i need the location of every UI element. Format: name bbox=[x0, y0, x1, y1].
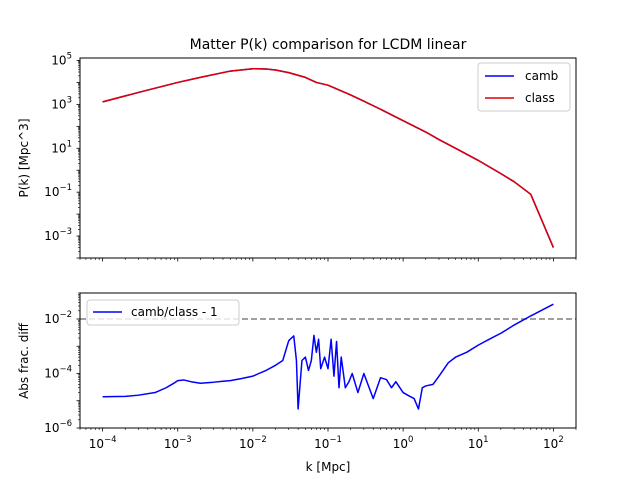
y-tick-exponent: −4 bbox=[59, 365, 72, 375]
top-y-tick-label: 10−3 bbox=[44, 227, 72, 243]
x-tick-label: 10−3 bbox=[164, 435, 192, 451]
top-series-lines bbox=[102, 68, 555, 248]
bottom-y-tick-label: 10−6 bbox=[44, 419, 72, 435]
top-y-tick-label: 10−1 bbox=[44, 183, 72, 199]
y-tick-exponent: 5 bbox=[67, 52, 72, 62]
x-tick-label: 10−2 bbox=[239, 435, 267, 451]
x-tick-exponent: −1 bbox=[329, 435, 342, 445]
x-tick-exponent: −4 bbox=[104, 435, 117, 445]
top-y-axis-label: P(k) [Mpc^3] bbox=[17, 119, 31, 198]
y-tick-exponent: −3 bbox=[59, 227, 72, 237]
x-tick-base: 10 bbox=[468, 437, 483, 451]
top-legend-box bbox=[477, 62, 571, 112]
bottom-series-line-camb-class-1 bbox=[102, 303, 554, 410]
top-y-tick-label: 105 bbox=[51, 52, 72, 68]
top-axes-frame bbox=[79, 57, 577, 259]
y-tick-base: 10 bbox=[44, 367, 59, 381]
top-legend: camb class bbox=[477, 62, 571, 112]
x-tick-exponent: −2 bbox=[254, 435, 267, 445]
x-tick-label: 102 bbox=[543, 435, 564, 451]
x-tick-base: 10 bbox=[239, 437, 254, 451]
x-tick-label: 10−4 bbox=[89, 435, 117, 451]
y-tick-exponent: 1 bbox=[67, 139, 72, 149]
legend-label-class: class bbox=[525, 91, 555, 105]
y-tick-exponent: 3 bbox=[67, 95, 72, 105]
x-tick-base: 10 bbox=[393, 437, 408, 451]
y-tick-base: 10 bbox=[51, 97, 66, 111]
x-tick-base: 10 bbox=[314, 437, 329, 451]
y-tick-base: 10 bbox=[44, 185, 59, 199]
x-tick-label: 100 bbox=[393, 435, 414, 451]
bottom-y-tick-label: 10−2 bbox=[44, 310, 72, 326]
y-tick-base: 10 bbox=[44, 229, 59, 243]
x-tick-exponent: 0 bbox=[408, 435, 413, 445]
x-tick-label: 101 bbox=[468, 435, 489, 451]
x-tick-base: 10 bbox=[164, 437, 179, 451]
y-tick-base: 10 bbox=[44, 312, 59, 326]
bottom-y-axis-label: Abs frac. diff bbox=[17, 322, 31, 399]
x-tick-label: 10−1 bbox=[314, 435, 342, 451]
bottom-x-axis-label: k [Mpc] bbox=[306, 460, 351, 474]
legend-label-ratio: camb/class - 1 bbox=[131, 305, 218, 319]
x-tick-exponent: 2 bbox=[558, 435, 563, 445]
x-tick-base: 10 bbox=[543, 437, 558, 451]
bottom-legend: camb/class - 1 bbox=[86, 299, 240, 326]
y-tick-exponent: −6 bbox=[59, 419, 72, 429]
bottom-legend-box bbox=[86, 299, 240, 326]
top-series-line-class bbox=[102, 68, 555, 248]
y-tick-base: 10 bbox=[51, 141, 66, 155]
bottom-series-lines bbox=[102, 303, 554, 410]
top-y-tick-label: 101 bbox=[51, 139, 72, 155]
x-tick-exponent: −3 bbox=[179, 435, 192, 445]
y-tick-exponent: −1 bbox=[59, 183, 72, 193]
y-tick-exponent: −2 bbox=[59, 310, 72, 320]
legend-label-camb: camb bbox=[525, 69, 558, 83]
bottom-axes-frame bbox=[79, 292, 577, 429]
top-chart-title: Matter P(k) comparison for LCDM linear bbox=[190, 37, 467, 53]
bottom-y-tick-label: 10−4 bbox=[44, 365, 72, 381]
y-tick-base: 10 bbox=[44, 421, 59, 435]
x-tick-base: 10 bbox=[89, 437, 104, 451]
y-tick-base: 10 bbox=[51, 54, 66, 68]
top-y-tick-label: 103 bbox=[51, 95, 72, 111]
x-tick-exponent: 1 bbox=[483, 435, 488, 445]
